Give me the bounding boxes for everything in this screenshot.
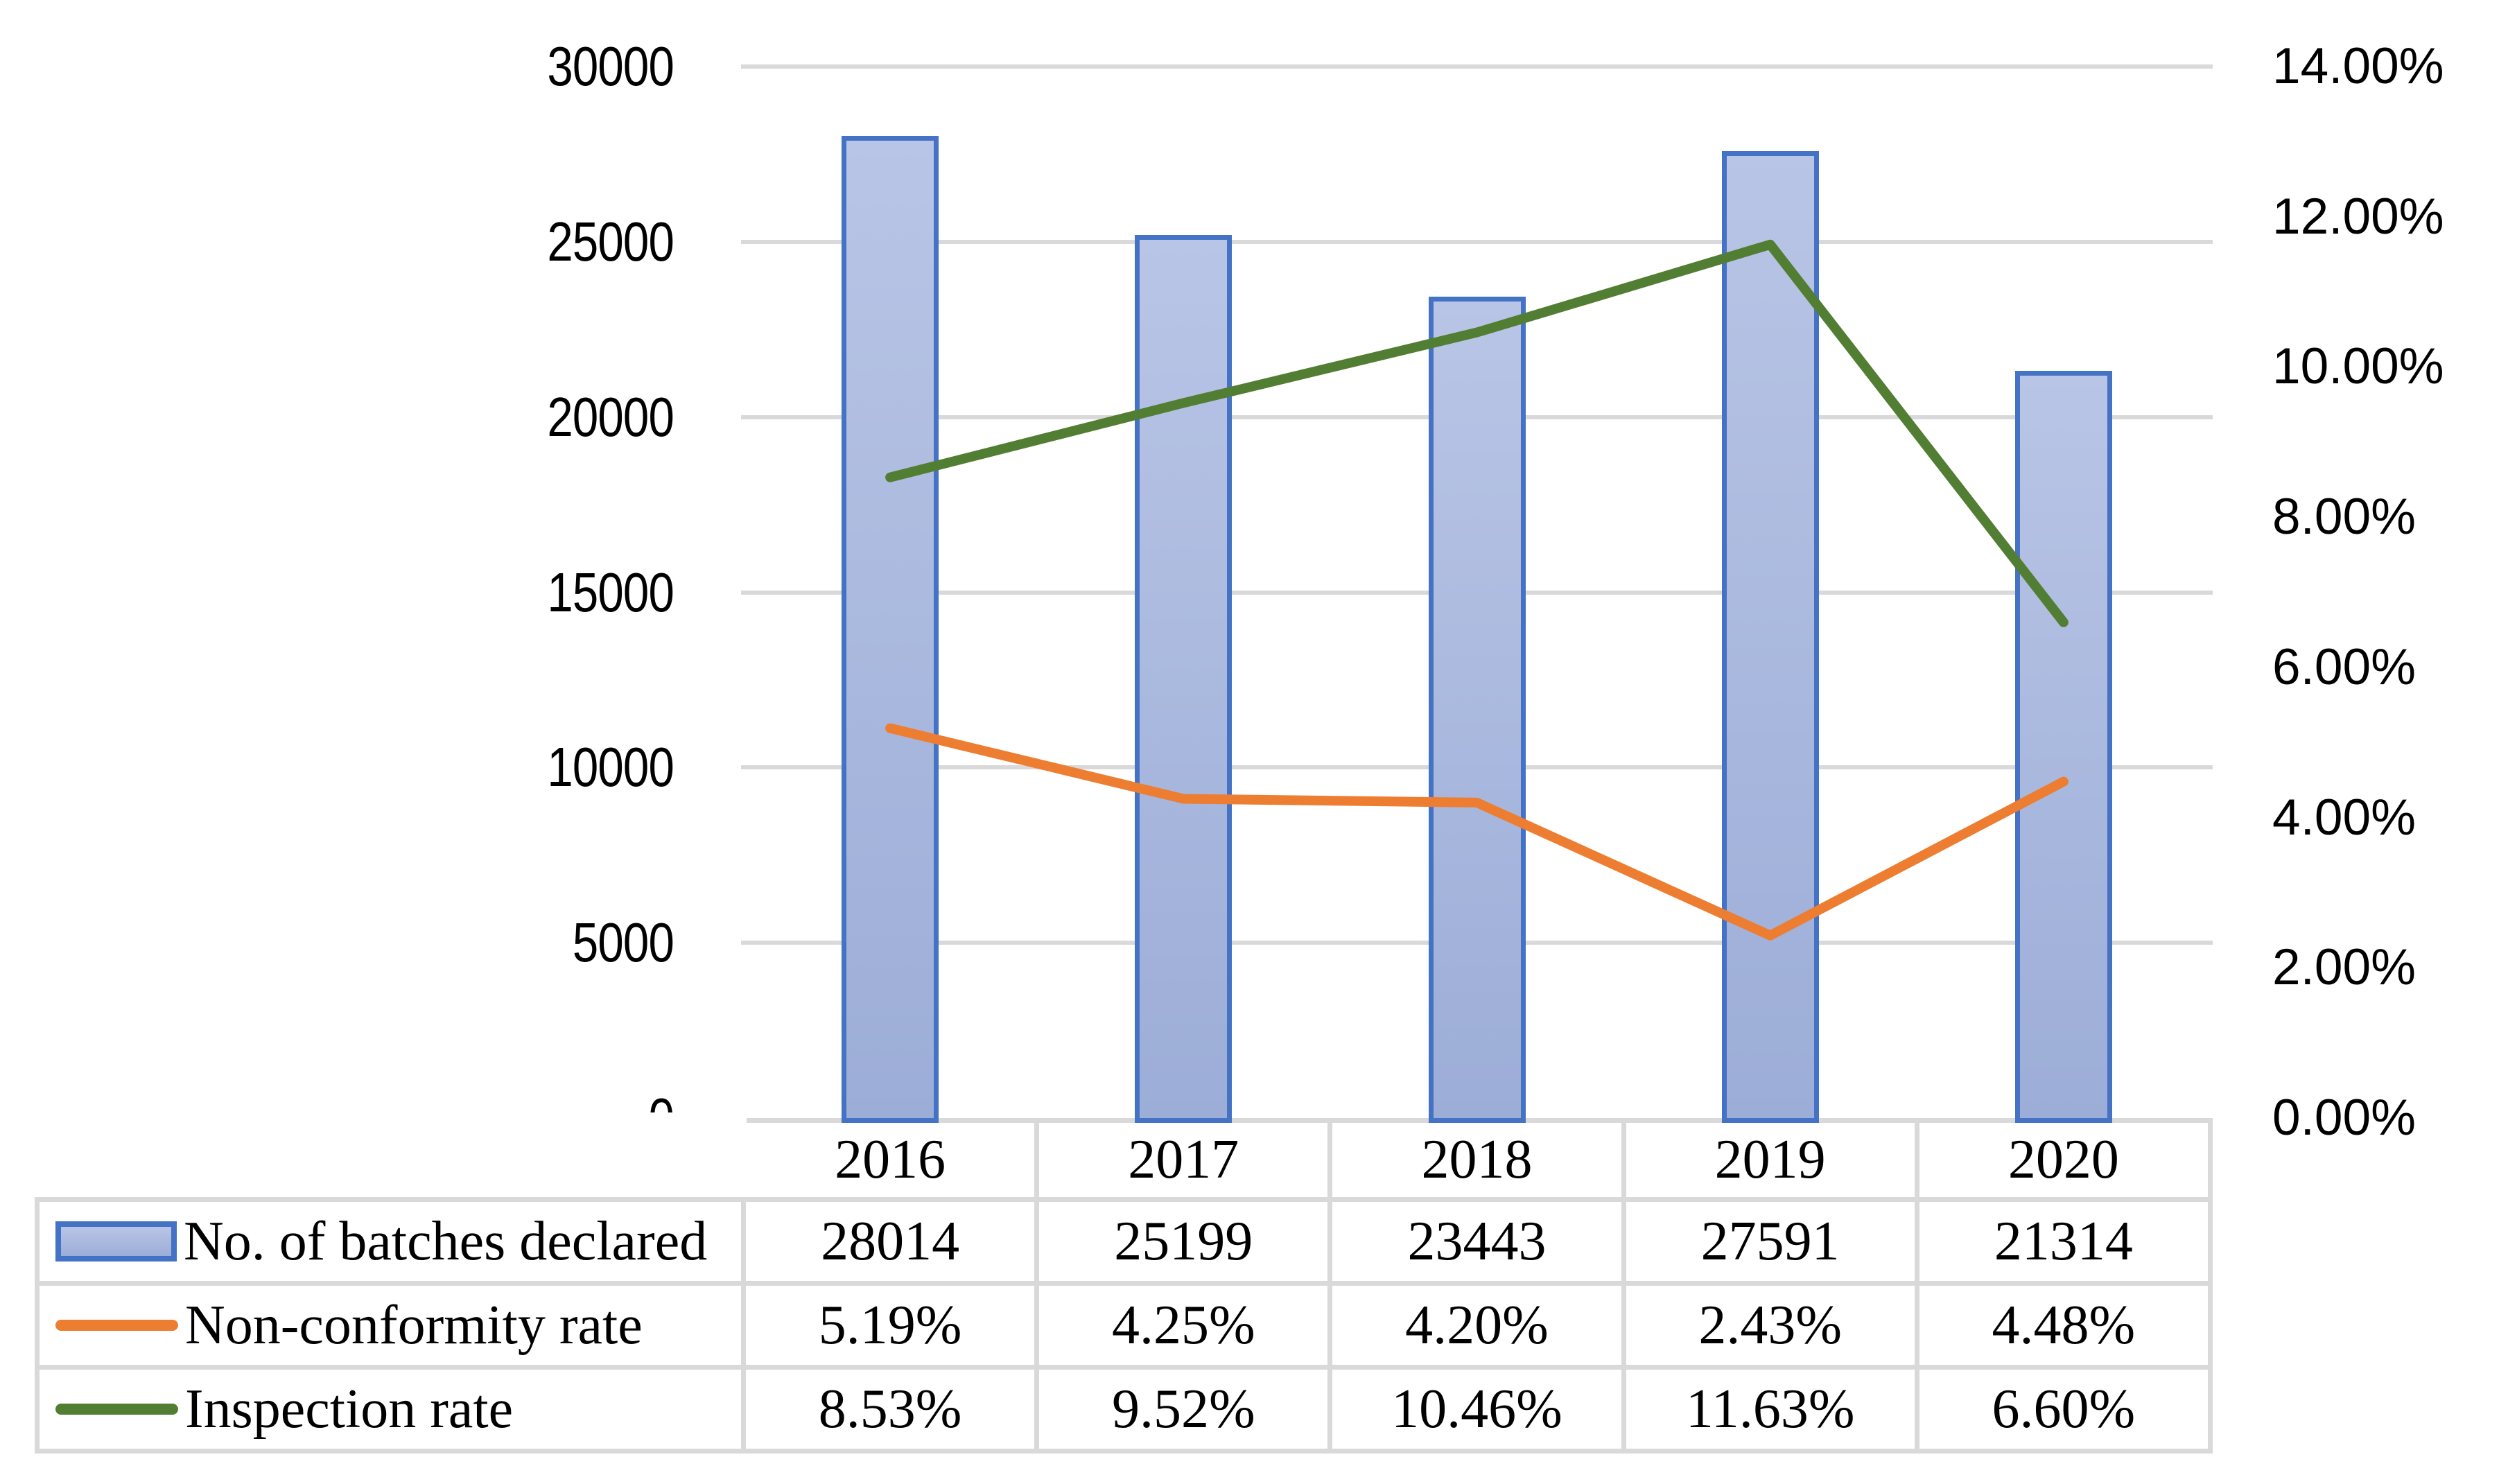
y-right-tick-label: 0.00% (2272, 1090, 2416, 1146)
table-value-cell: 8.53% (746, 1370, 1035, 1449)
table-value-cell: 11.63% (1626, 1370, 1915, 1449)
table-value-cell: 4.48% (1919, 1286, 2208, 1365)
table-value-cell: 23443 (1332, 1202, 1621, 1281)
line-inspection-rate (885, 239, 2069, 627)
bar-legend-swatch-icon (55, 1221, 177, 1262)
table-header-year: 2019 (1626, 1123, 1915, 1197)
table-value-cell: 10.46% (1332, 1370, 1621, 1449)
y-left-tick-label: 20000 (547, 385, 674, 448)
table-value-cell: 28014 (746, 1202, 1035, 1281)
y-left-tick-label: 15000 (547, 561, 674, 623)
y-left-tick-label: 30000 (547, 35, 674, 97)
line-non-conformity-rate (885, 723, 2069, 941)
y-right-tick-label: 6.00% (2272, 638, 2416, 695)
bar-2017 (1135, 234, 1233, 1123)
table-header-year: 2020 (1919, 1123, 2208, 1197)
bar-2016 (842, 136, 939, 1123)
line-legend-swatch-icon (55, 1320, 178, 1331)
table-value-cell: 25199 (1039, 1202, 1328, 1281)
y-right-tick-label: 4.00% (2272, 789, 2416, 846)
bar-2019 (1721, 150, 1819, 1123)
table-header-year: 2017 (1039, 1123, 1328, 1197)
y-left-tick-label: 5000 (572, 911, 674, 974)
y-right-tick-label: 8.00% (2272, 489, 2416, 545)
legend-label: Non-conformity rate (185, 1294, 643, 1356)
table-value-cell: 4.20% (1332, 1286, 1621, 1365)
bar-2018 (1428, 296, 1526, 1123)
table-value-cell: 2.43% (1626, 1286, 1915, 1365)
table-value-cell: 4.25% (1039, 1286, 1328, 1365)
table-header-spacer (30, 1112, 747, 1197)
gridline-25000 (741, 239, 2213, 244)
y-left-tick-label: 25000 (547, 210, 674, 272)
legend-item-inspection-rate: Inspection rate (40, 1370, 741, 1449)
gridline-30000 (741, 64, 2213, 69)
table-header-year: 2018 (1332, 1123, 1621, 1197)
table-value-cell: 27591 (1626, 1202, 1915, 1281)
legend-item-non-conformity-rate: Non-conformity rate (40, 1286, 741, 1365)
y-right-tick-label: 10.00% (2272, 338, 2444, 395)
y-right-tick-label: 2.00% (2272, 939, 2416, 996)
y-left-tick-label: 10000 (547, 736, 674, 798)
table-value-cell: 21314 (1919, 1202, 2208, 1281)
table-header-year: 2016 (746, 1123, 1035, 1197)
y-right-tick-label: 12.00% (2272, 188, 2444, 245)
table-value-cell: 6.60% (1919, 1370, 2208, 1449)
bar-2020 (2014, 371, 2112, 1123)
table-value-cell: 5.19% (746, 1286, 1035, 1365)
legend-label: Inspection rate (185, 1378, 514, 1440)
table-value-cell: 9.52% (1039, 1370, 1328, 1449)
y-right-tick-label: 14.00% (2272, 38, 2444, 94)
legend-label: No. of batches declared (184, 1210, 708, 1272)
line-legend-swatch-icon (55, 1404, 178, 1415)
legend-item-no-of-batches-declared: No. of batches declared (40, 1202, 741, 1281)
